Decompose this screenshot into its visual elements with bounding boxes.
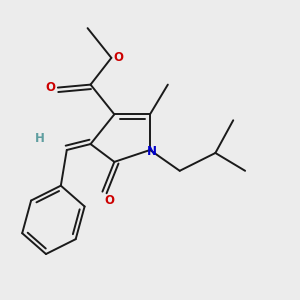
Text: O: O — [114, 51, 124, 64]
Text: N: N — [146, 145, 157, 158]
Text: H: H — [35, 132, 45, 145]
Text: O: O — [45, 81, 56, 94]
Text: O: O — [105, 194, 115, 207]
